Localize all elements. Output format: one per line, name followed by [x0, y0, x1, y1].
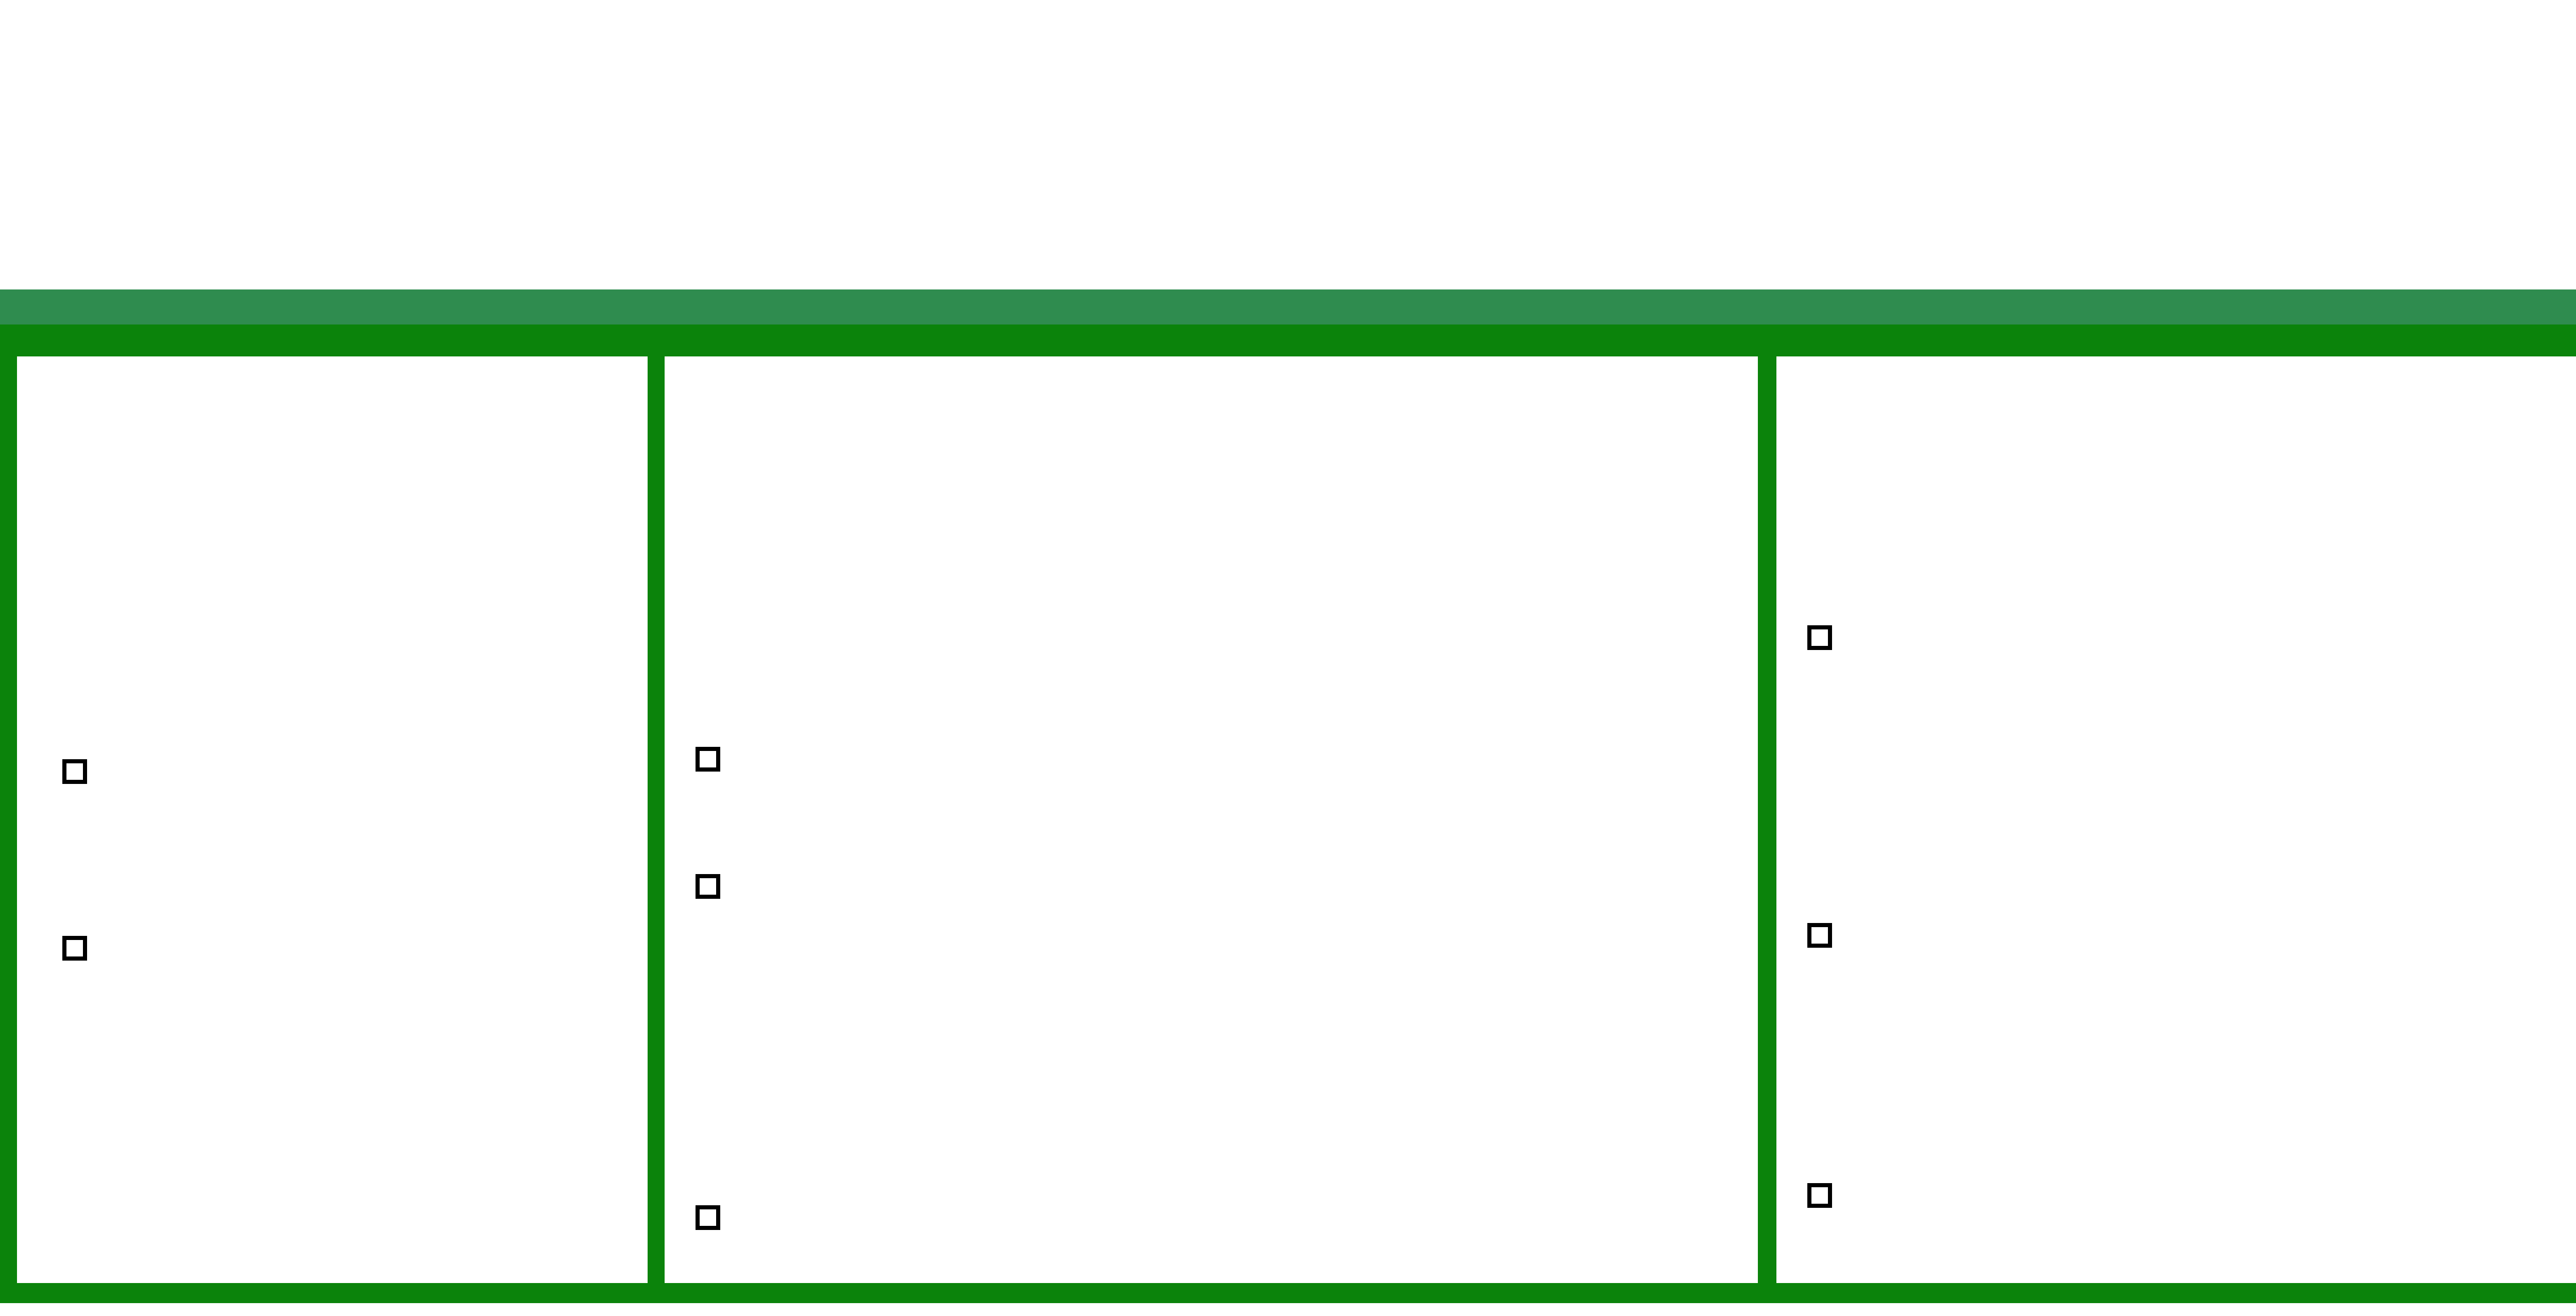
voxel-histogram-chart	[47, 402, 616, 664]
importance-diagram-shapes	[677, 993, 1739, 1192]
bullet-square-icon	[696, 1205, 720, 1230]
bullet-square-icon	[1807, 1183, 1832, 1208]
methodology-architecture-diagram	[677, 371, 1739, 727]
header-band-top	[0, 289, 2576, 324]
bev-detection-chart	[1786, 376, 2195, 608]
methodology-bullet-importance-scores	[735, 1200, 1662, 1230]
background-panel	[17, 356, 648, 1283]
3d-detection-chart	[2203, 376, 2576, 608]
methodology-bullet-local-distillation	[735, 869, 1662, 899]
importance-pointcloud-image	[2277, 986, 2481, 1161]
cvpr-2023-logo	[1484, 15, 2123, 242]
background-bullet-sparse-noisy	[101, 754, 581, 784]
experiment-bullet-figure	[1846, 1178, 2576, 1208]
experiment-bullet-results	[1846, 620, 2576, 650]
ai-head-molecule-icon	[2499, 21, 2576, 211]
bullet-square-icon	[62, 936, 87, 961]
methodology-panel	[665, 356, 1758, 1283]
importance-pointcloud-image	[1859, 986, 2063, 1161]
importance-pointcloud-image	[2068, 986, 2272, 1161]
importance-score-diagram	[677, 993, 1739, 1192]
header-band-bottom	[0, 324, 2576, 356]
bullet-square-icon	[696, 747, 720, 772]
experiment-panel	[1776, 356, 2576, 1283]
bullet-square-icon	[62, 759, 87, 784]
methodology-bullet-reweighted	[735, 742, 1662, 772]
bullet-square-icon	[1807, 625, 1832, 650]
institute-logo-icon	[2298, 36, 2483, 227]
experiment-bullet-ablation	[1846, 918, 2576, 948]
bullet-square-icon	[696, 874, 720, 899]
architecture-diagram-shapes	[677, 371, 1739, 727]
background-bullet-local-structure	[101, 931, 581, 961]
vancouver-skyline-icon	[1749, 15, 2112, 193]
bullet-square-icon	[1807, 923, 1832, 948]
tsinghua-university-seal-icon	[2105, 22, 2280, 197]
